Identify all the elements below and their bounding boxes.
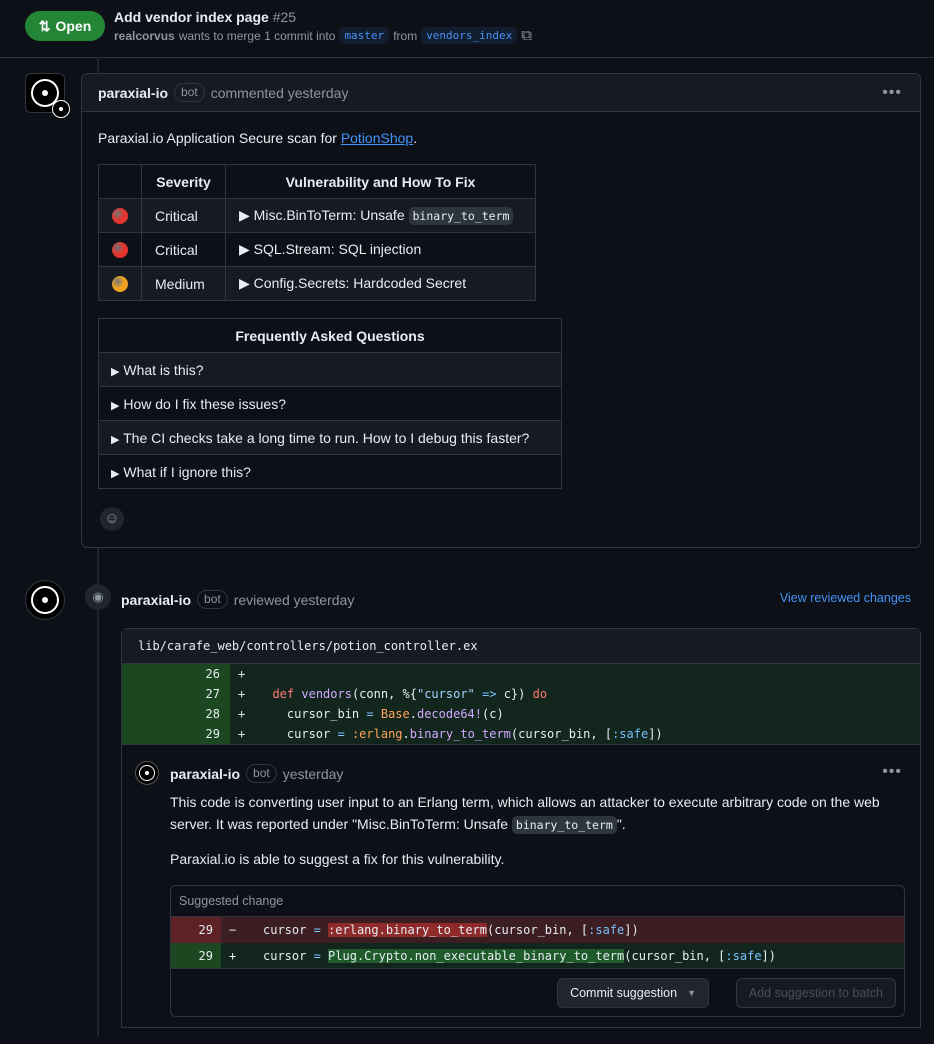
severity-icon bbox=[112, 242, 128, 259]
faq-item[interactable]: ▶ How do I fix these issues? bbox=[98, 386, 562, 421]
pr-subtitle: realcorvus wants to merge 1 commit into ma… bbox=[114, 27, 532, 44]
disclosure-triangle-icon: ▶ bbox=[111, 399, 120, 412]
avatar[interactable] bbox=[25, 580, 65, 620]
avatar[interactable] bbox=[25, 73, 70, 118]
diff-line: 29 + cursor = :erlang.binary_to_term(curs… bbox=[122, 724, 920, 744]
author-link[interactable]: paraxial-io bbox=[170, 765, 241, 782]
suggestion-header: Suggested change bbox=[171, 886, 904, 917]
vulnerability-details[interactable]: ▶ Misc.BinToTerm: Unsafe binary_to_term bbox=[225, 198, 536, 233]
column-header: Vulnerability and How To Fix bbox=[225, 164, 536, 199]
diff-line: 27 + def vendors(conn, %{"cursor" => c}) … bbox=[122, 684, 920, 704]
table-row: Medium ▶ Config.Secrets: Hardcoded Secret bbox=[98, 266, 536, 301]
comment-box: paraxial-io bot commented yesterday ••• Par… bbox=[81, 73, 921, 548]
vulnerability-details[interactable]: ▶ SQL.Stream: SQL injection bbox=[225, 232, 536, 267]
comment-intro: Paraxial.io Application Secure scan for … bbox=[98, 130, 418, 146]
eye-icon: ◉ bbox=[85, 584, 111, 610]
view-reviewed-changes-link[interactable]: View reviewed changes bbox=[779, 591, 911, 605]
faq-item[interactable]: ▶ What if I ignore this? bbox=[98, 454, 562, 489]
file-review-box: lib/carafe_web/controllers/potion_contro… bbox=[121, 628, 921, 1028]
pr-status-badge: ⇅ Open bbox=[25, 11, 105, 41]
disclosure-triangle-icon: ▶ bbox=[239, 275, 250, 291]
review-header: paraxial-io bot reviewed yesterday bbox=[121, 590, 355, 609]
disclosure-triangle-icon: ▶ bbox=[239, 241, 250, 257]
diff-hunk: 26 +27 + def vendors(conn, %{"cursor" => c… bbox=[122, 664, 920, 744]
pull-request-icon: ⇅ bbox=[38, 17, 51, 34]
severity-icon bbox=[112, 276, 128, 293]
more-options-icon[interactable]: ••• bbox=[882, 83, 902, 101]
added-line: 29 + cursor = Plug.Crypto.non_executable_b… bbox=[171, 943, 904, 969]
table-row: Critical ▶ SQL.Stream: SQL injection bbox=[98, 232, 536, 267]
vulnerability-details[interactable]: ▶ Config.Secrets: Hardcoded Secret bbox=[225, 266, 536, 301]
diff-line: 26 + bbox=[122, 664, 920, 684]
code-text: def vendors(conn, %{"cursor" => c}) do bbox=[272, 687, 548, 701]
reply-header: paraxial-io bot yesterday bbox=[170, 764, 344, 783]
faq-table: Frequently Asked Questions ▶ What is this… bbox=[98, 318, 562, 489]
reply-paragraph: Paraxial.io is able to suggest a fix for… bbox=[170, 851, 505, 867]
faq-item[interactable]: ▶ What is this? bbox=[98, 352, 562, 387]
column-header: Severity bbox=[141, 164, 226, 199]
head-branch[interactable]: vendors_index bbox=[421, 27, 518, 44]
divider bbox=[0, 57, 934, 58]
faq-item[interactable]: ▶ The CI checks take a long time to run.… bbox=[98, 420, 562, 455]
comment-header: paraxial-io bot commented yesterday ••• bbox=[82, 74, 920, 112]
base-branch[interactable]: master bbox=[339, 27, 390, 44]
table-row: Critical ▶ Misc.BinToTerm: Unsafe binary_… bbox=[98, 198, 536, 233]
diff-line: 28 + cursor_bin = Base.decode64!(c) bbox=[122, 704, 920, 724]
review-thread: paraxial-io bot yesterday ••• This code is… bbox=[122, 744, 920, 1044]
more-options-icon[interactable]: ••• bbox=[882, 763, 902, 780]
author-link[interactable]: realcorvus bbox=[114, 28, 175, 43]
vulnerability-table: Severity Vulnerability and How To Fix Crit… bbox=[98, 164, 536, 301]
reply-body: This code is converting user input to an… bbox=[170, 794, 880, 834]
avatar[interactable] bbox=[135, 761, 159, 785]
disclosure-triangle-icon: ▶ bbox=[111, 365, 120, 378]
disclosure-triangle-icon: ▶ bbox=[111, 433, 120, 446]
disclosure-triangle-icon: ▶ bbox=[239, 207, 250, 223]
commit-suggestion-button[interactable]: Commit suggestion ▼ bbox=[557, 978, 709, 1008]
suggested-change-box: Suggested change 29− cursor = :erlang.bin… bbox=[170, 885, 905, 1017]
project-link[interactable]: PotionShop bbox=[340, 130, 414, 146]
column-header bbox=[98, 164, 142, 199]
pr-title: Add vendor index page #25 bbox=[114, 9, 297, 25]
author-link[interactable]: paraxial-io bbox=[98, 84, 169, 101]
severity-icon bbox=[112, 208, 128, 225]
caret-down-icon: ▼ bbox=[687, 988, 696, 998]
emoji-reaction-icon[interactable]: ☺ bbox=[100, 507, 124, 531]
deleted-line: 29− cursor = :erlang.binary_to_term(curso… bbox=[171, 917, 904, 943]
faq-header: Frequently Asked Questions bbox=[98, 318, 562, 353]
author-link[interactable]: paraxial-io bbox=[121, 591, 192, 608]
add-to-batch-button[interactable]: Add suggestion to batch bbox=[735, 978, 896, 1008]
code-text: cursor_bin = Base.decode64!(c) bbox=[258, 707, 504, 721]
code-text: cursor = :erlang.binary_to_term(cursor_b… bbox=[258, 727, 663, 741]
copy-icon[interactable]: ⧉ bbox=[521, 27, 532, 44]
file-path[interactable]: lib/carafe_web/controllers/potion_contro… bbox=[122, 629, 920, 664]
disclosure-triangle-icon: ▶ bbox=[111, 467, 120, 480]
